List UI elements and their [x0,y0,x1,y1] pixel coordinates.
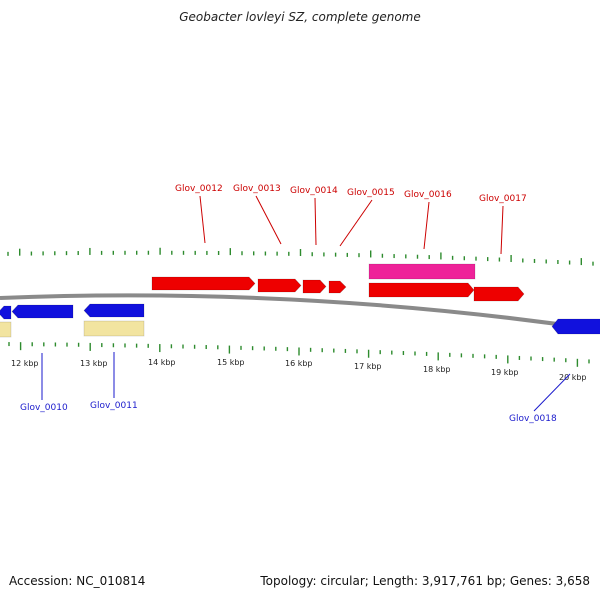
gene-label: Glov_0014 [290,186,338,196]
scale-label: 16 kbp [285,359,313,368]
gene-arrow[interactable] [0,305,12,320]
label-leader-line [533,373,571,412]
scale-label: 19 kbp [491,368,519,377]
gene-label: Glov_0018 [509,414,557,424]
label-leader-line [255,195,282,245]
scale-label: 15 kbp [217,358,245,367]
gene-label: Glov_0013 [233,184,281,194]
gene-label: Glov_0015 [347,188,395,198]
gene-arrow[interactable] [151,276,256,291]
pseudo-feature-bar[interactable] [83,320,145,337]
gene-arrow[interactable] [551,318,600,335]
label-leader-line [500,205,504,255]
gene-label: Glov_0017 [479,194,527,204]
scale-label: 13 kbp [80,359,108,368]
gene-arrow[interactable] [83,303,145,318]
genome-summary: Topology: circular; Length: 3,917,761 bp… [260,574,590,588]
gene-arrow[interactable] [473,286,525,302]
gene-label: Glov_0012 [175,184,223,194]
accession-label: Accession: NC_010814 [9,574,146,588]
scale-label: 14 kbp [148,358,176,367]
gene-label: Glov_0011 [90,401,138,411]
label-leader-line [314,197,317,246]
gene-labels: Glov_0012 Glov_0013 Glov_0014 Glov_0015 Glov… [20,184,571,424]
scale-label: 17 kbp [354,362,382,371]
gene-arrow[interactable] [302,279,327,294]
label-leader-line [339,199,373,247]
scale-label: 20 kbp [559,373,587,382]
scale-label: 18 kbp [423,365,451,374]
scale-labels: 12 kbp 13 kbp 14 kbp 15 kbp 16 kbp 17 kbp 18 k… [11,358,587,382]
gene-label: Glov_0010 [20,403,68,413]
inner-tick-marks [8,342,590,367]
scale-label: 12 kbp [11,359,39,368]
label-leader-line [199,195,206,244]
outer-tick-marks [7,247,594,266]
genome-backbone [0,293,600,332]
pseudo-feature-bar[interactable] [0,321,12,338]
gene-arrow[interactable] [257,278,302,293]
gene-arrow[interactable] [328,280,347,294]
gene-arrow[interactable] [368,282,475,298]
rna-gene-bar[interactable] [368,263,476,280]
label-leader-line [423,201,430,250]
genome-title: Geobacter lovleyi SZ, complete genome [179,10,421,24]
gene-label: Glov_0016 [404,190,452,200]
gene-features[interactable] [0,263,600,338]
gene-arrow[interactable] [11,304,74,319]
